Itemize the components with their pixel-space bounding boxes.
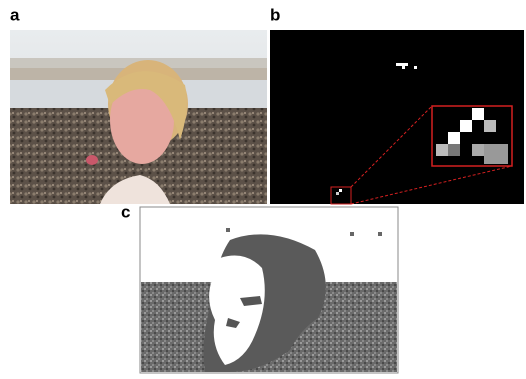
map-panel: b xyxy=(270,5,524,204)
photo-panel: a xyxy=(10,5,267,204)
panel-label: b xyxy=(270,5,280,24)
pixel-panel: c xyxy=(121,202,398,373)
panel-label: a xyxy=(10,5,20,24)
figure: a b c xyxy=(0,0,526,374)
panel-label: c xyxy=(121,202,130,221)
